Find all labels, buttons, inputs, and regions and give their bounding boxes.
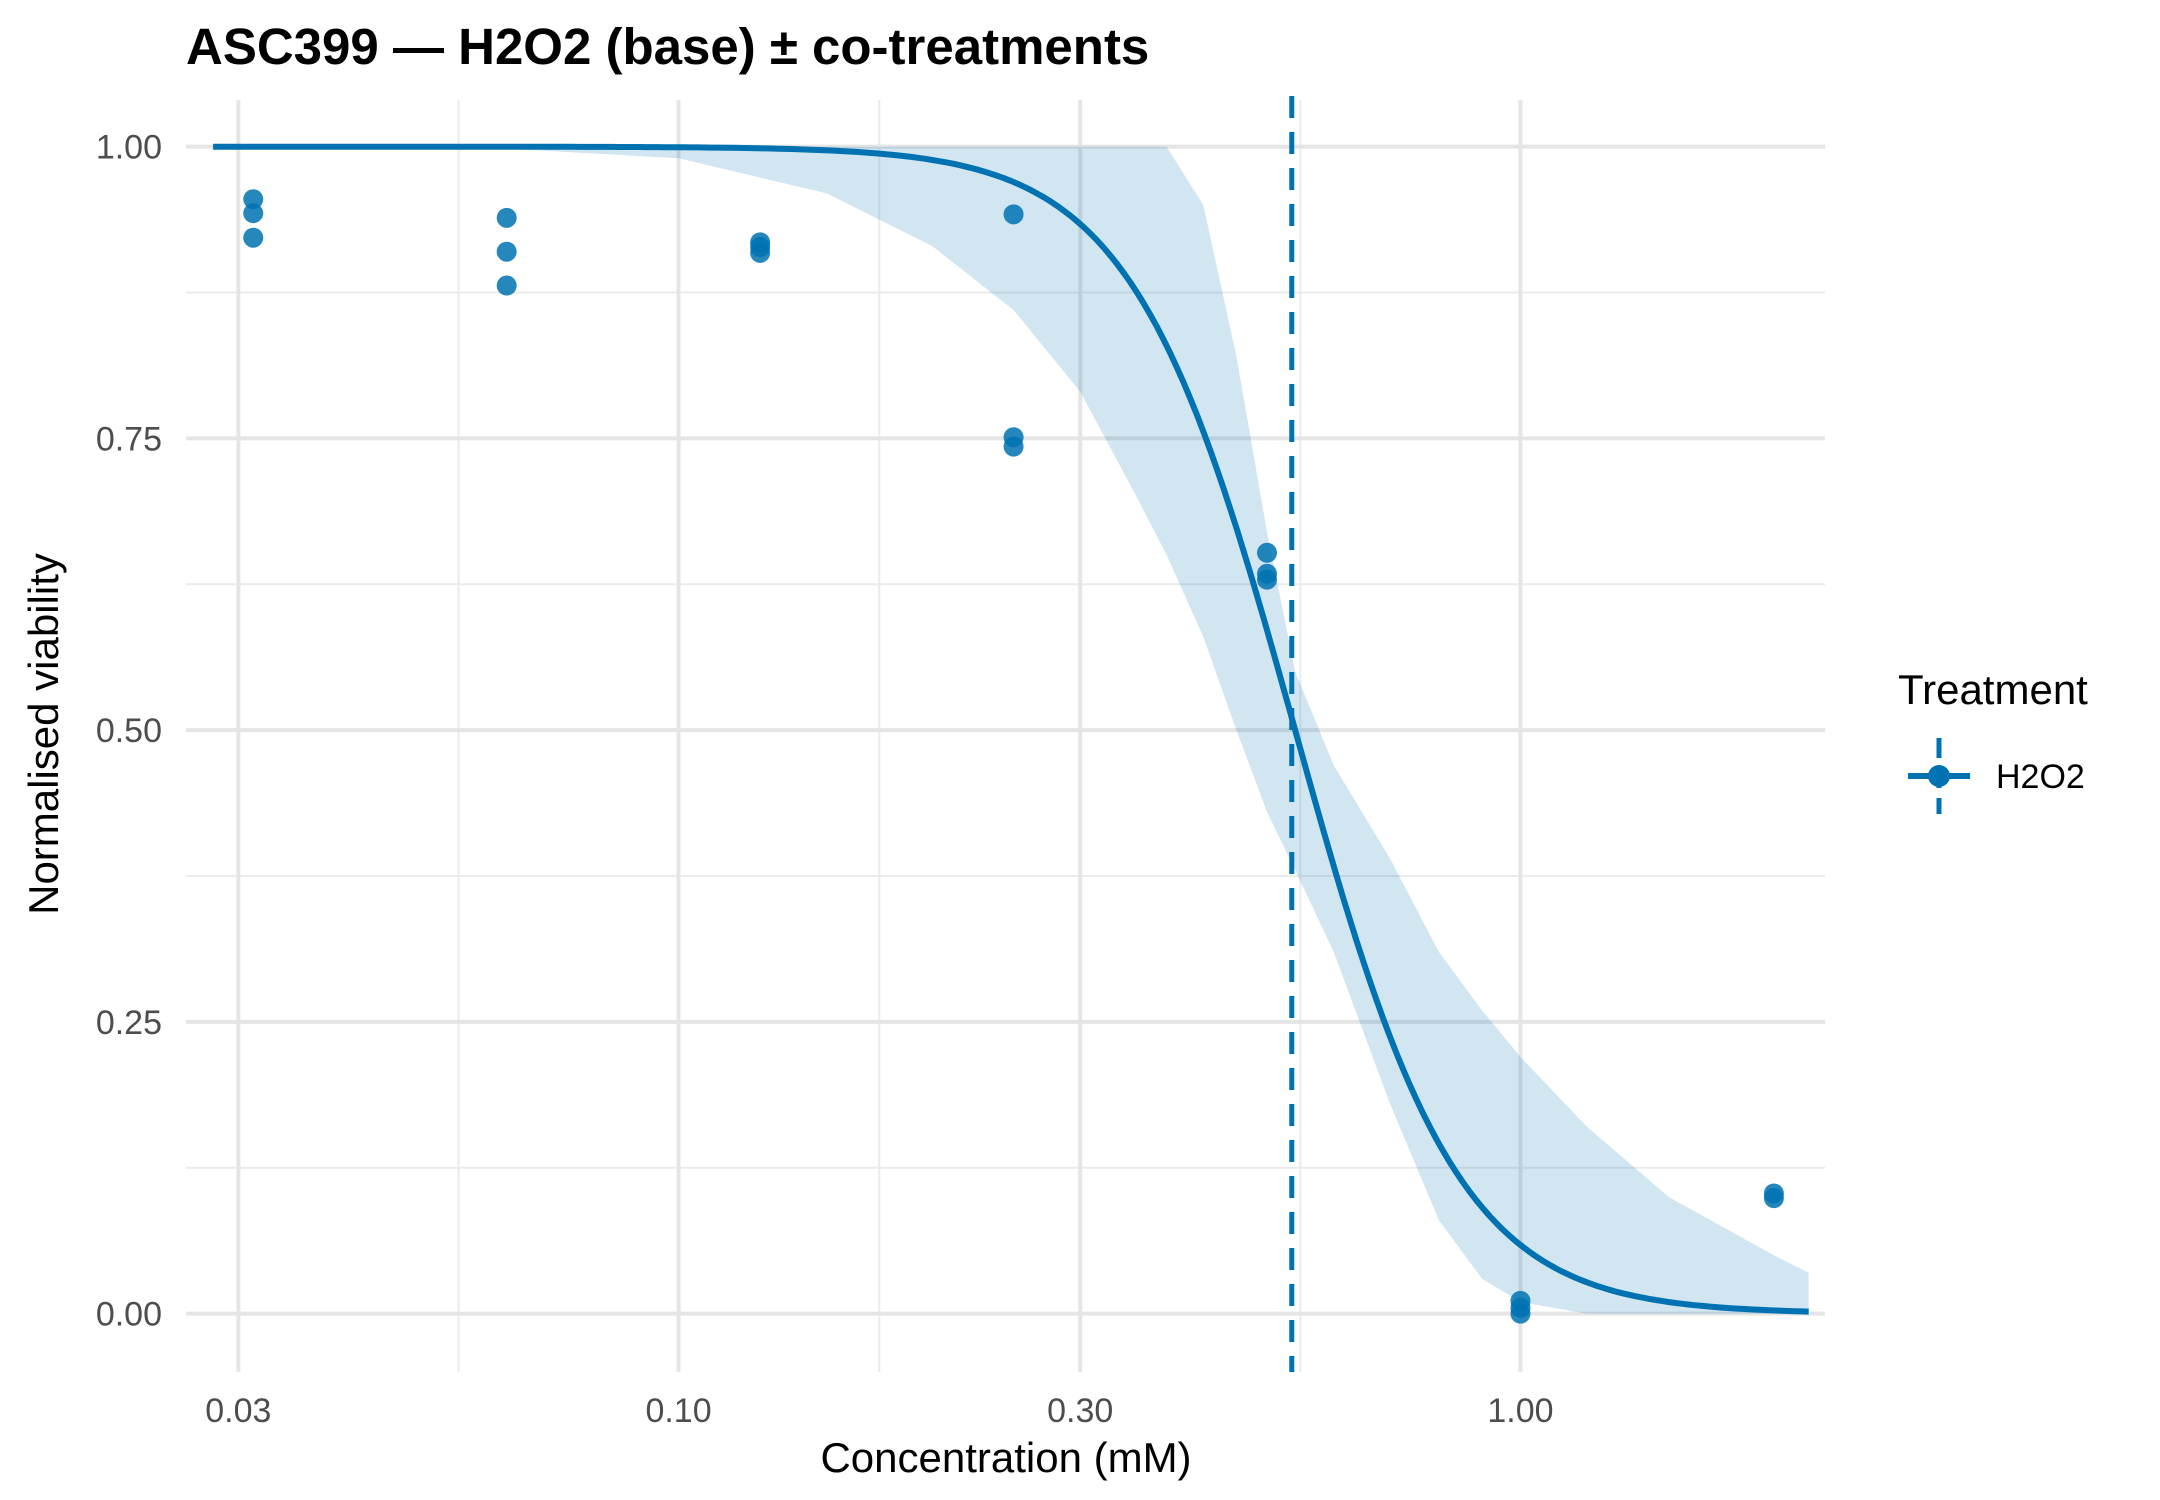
confidence-band-layer <box>213 146 1809 1314</box>
data-point <box>1763 1188 1784 1209</box>
x-tick-labels: 0.03 0.10 0.30 1.00 <box>205 1392 1553 1430</box>
data-point <box>496 207 517 228</box>
y-axis-title: Normalised viability <box>20 553 67 915</box>
data-point <box>496 275 517 296</box>
data-point <box>1003 436 1024 457</box>
legend-title: Treatment <box>1898 666 2088 713</box>
data-point <box>1003 204 1024 225</box>
x-tick-label: 1.00 <box>1487 1392 1553 1430</box>
data-point <box>496 241 517 262</box>
x-axis-title: Concentration (mM) <box>820 1434 1191 1481</box>
y-tick-label: 0.75 <box>96 420 162 458</box>
data-point <box>243 227 264 248</box>
x-tick-label: 0.03 <box>205 1392 271 1430</box>
y-tick-label: 0.50 <box>96 712 162 750</box>
y-tick-label: 0.25 <box>96 1004 162 1042</box>
data-points-layer <box>243 189 1784 1324</box>
legend-key-h2o2 <box>1908 738 1970 814</box>
legend-label-h2o2: H2O2 <box>1996 758 2085 796</box>
x-tick-label: 0.30 <box>1047 1392 1113 1430</box>
data-point <box>1510 1303 1531 1324</box>
data-point <box>243 203 264 224</box>
data-point <box>750 242 771 263</box>
x-tick-label: 0.10 <box>645 1392 711 1430</box>
data-point <box>1257 569 1278 590</box>
y-tick-label: 1.00 <box>96 129 162 167</box>
data-point <box>1257 542 1278 563</box>
chart-title: ASC399 — H2O2 (base) ± co-treatments <box>186 18 1149 75</box>
fit-curve-layer <box>213 143 1809 1315</box>
fit-curve <box>213 143 1809 1315</box>
legend-key-point <box>1928 765 1950 787</box>
legend: Treatment H2O2 <box>1898 666 2088 814</box>
y-tick-label: 0.00 <box>96 1296 162 1334</box>
minor-gridlines <box>186 100 1825 1372</box>
confidence-band <box>213 146 1809 1314</box>
y-tick-labels: 0.00 0.25 0.50 0.75 1.00 <box>96 129 162 1334</box>
data-point <box>243 189 264 210</box>
